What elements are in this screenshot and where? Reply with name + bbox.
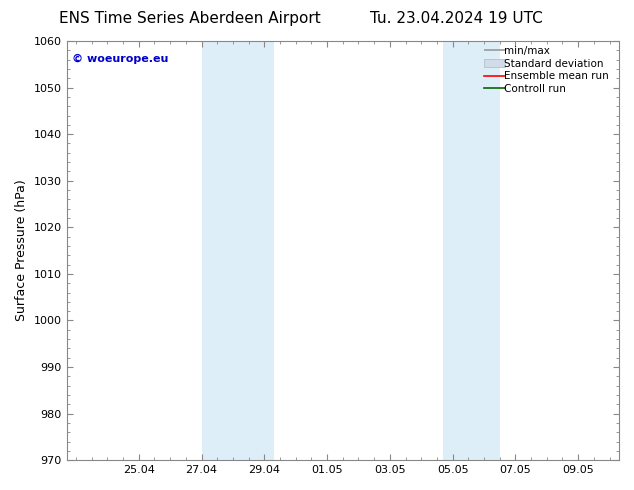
Text: ENS Time Series Aberdeen Airport: ENS Time Series Aberdeen Airport [60,11,321,26]
Bar [202,41,274,460]
Text: Tu. 23.04.2024 19 UTC: Tu. 23.04.2024 19 UTC [370,11,543,26]
Legend: min/max, Standard deviation, Ensemble mean run, Controll run: min/max, Standard deviation, Ensemble me… [482,44,616,96]
Y-axis label: Surface Pressure (hPa): Surface Pressure (hPa) [15,180,28,321]
Text: © woeurope.eu: © woeurope.eu [72,53,169,64]
Bar [443,41,500,460]
